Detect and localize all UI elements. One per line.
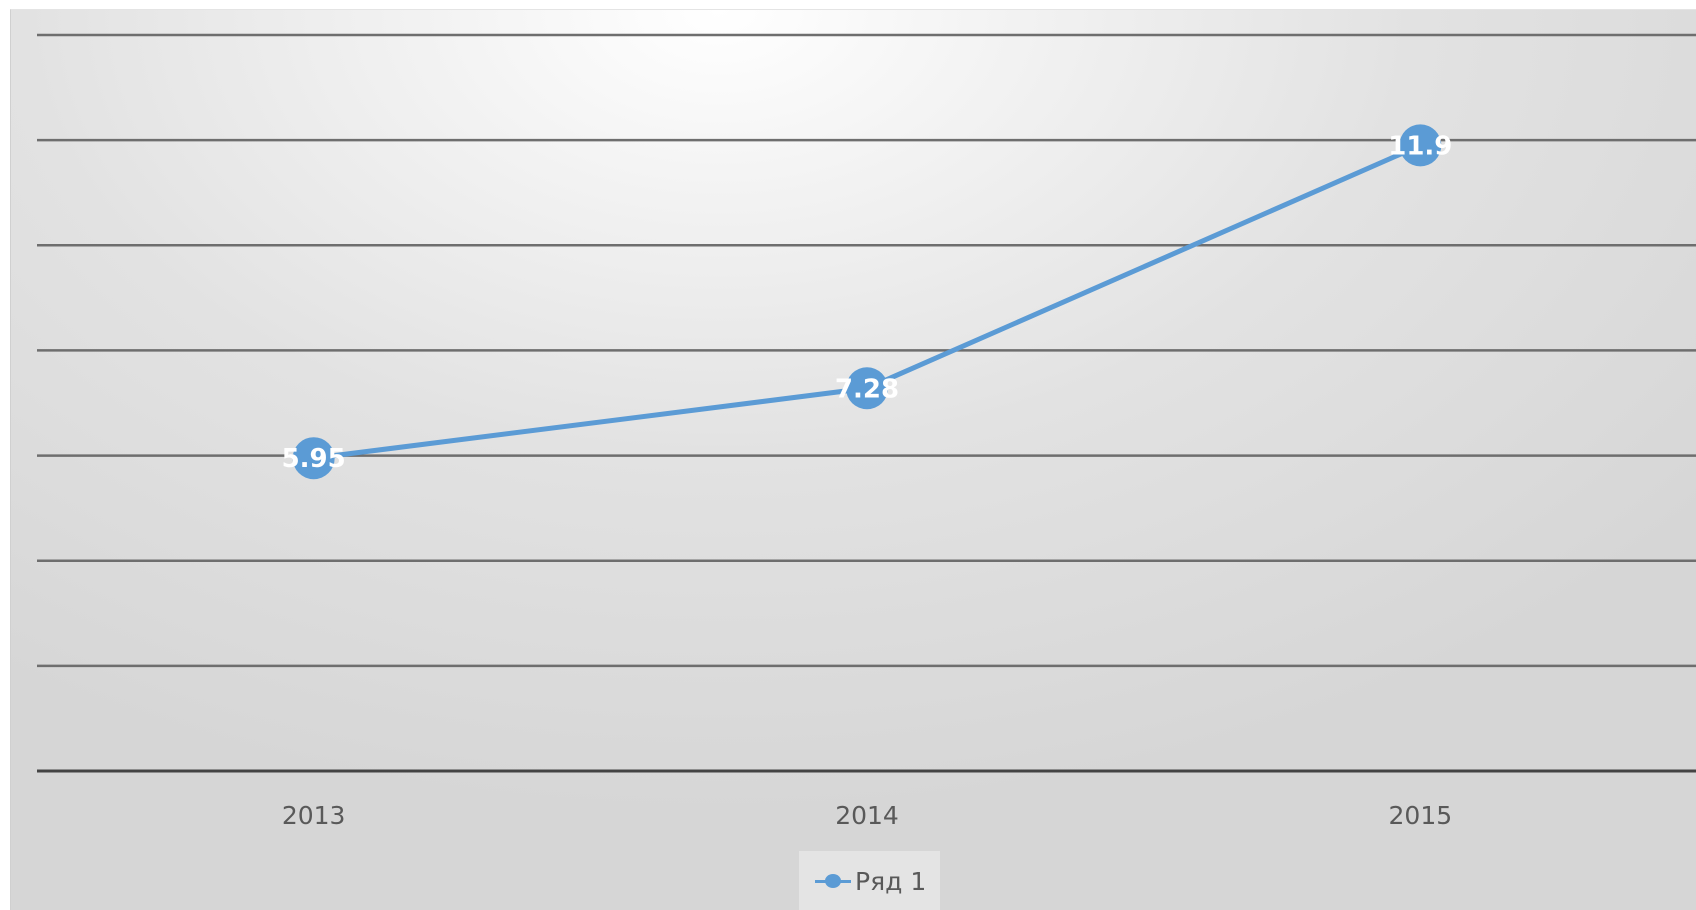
data-point-marker [292,437,335,480]
series-line [311,142,1423,461]
x-tick-label: 2013 [282,801,346,830]
x-tick-label: 2014 [835,801,899,830]
series-ryad-1: 5.95 7.28 11.9 [282,124,1452,480]
x-axis-tick-labels: 2013 2014 2015 [282,801,1452,830]
data-label: 11.9 [1388,131,1452,161]
data-label: 7.28 [835,374,899,404]
data-point-marker [846,367,888,410]
legend-marker-icon [815,874,851,888]
chart-legend[interactable]: Ряд 1 [799,851,941,910]
x-tick-label: 2015 [1389,801,1453,830]
data-point-marker [1399,124,1442,167]
data-label: 5.95 [282,444,346,474]
legend-label: Ряд 1 [855,866,927,896]
line-chart: 5.95 7.28 11.9 2013 2014 2015 [37,33,1696,830]
chart-area: 5.95 7.28 11.9 2013 2014 2015 Ряд 1 [10,9,1696,910]
